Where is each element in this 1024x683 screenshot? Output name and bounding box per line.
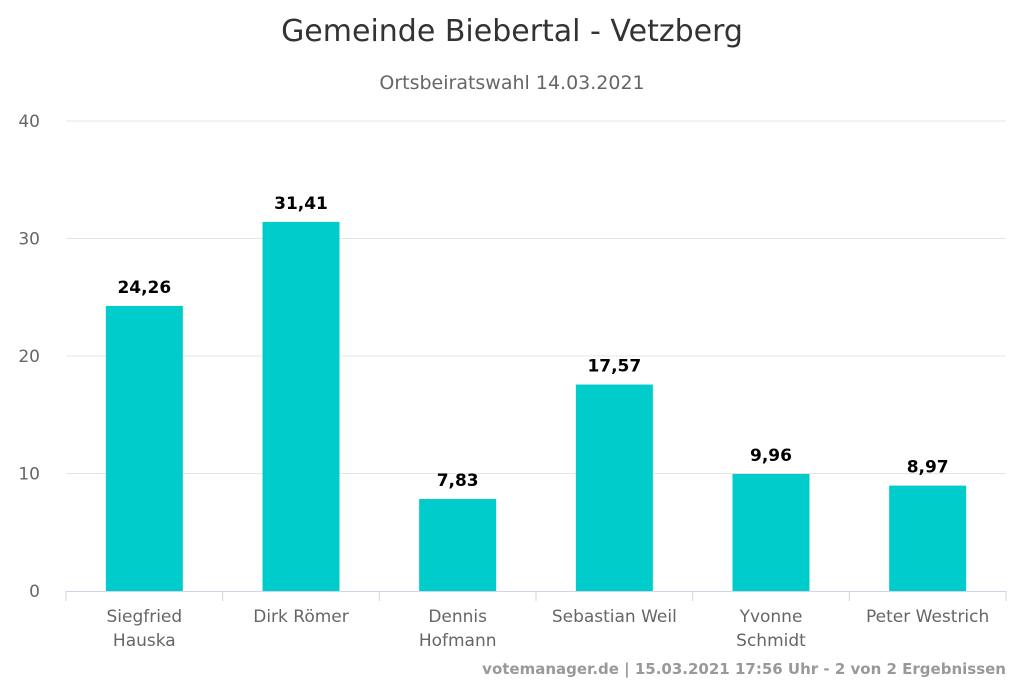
bar[interactable] (105, 305, 183, 591)
x-tick-label: Dirk Römer (253, 607, 349, 627)
bar[interactable] (262, 221, 340, 591)
y-tick-label: 0 (29, 582, 40, 602)
bar[interactable] (732, 473, 810, 591)
x-tick-label: Sebastian Weil (552, 607, 677, 627)
data-label: 17,57 (587, 357, 641, 377)
data-label: 31,41 (274, 194, 328, 214)
bar[interactable] (419, 498, 497, 591)
chart-subtitle: Ortsbeiratswahl 14.03.2021 (379, 72, 644, 94)
x-tick-label: Schmidt (736, 631, 806, 651)
bar[interactable] (575, 384, 653, 591)
y-tick-label: 10 (18, 465, 40, 485)
x-tick-label: Siegfried (106, 607, 182, 627)
bar[interactable] (889, 485, 967, 591)
data-label: 7,83 (437, 471, 479, 491)
gridlines (66, 120, 1006, 474)
data-label: 8,97 (907, 458, 949, 478)
data-labels: 24,26 31,41 7,83 17,57 9,96 8,97 (117, 194, 948, 491)
credits-text[interactable]: votemanager.de | 15.03.2021 17:56 Uhr - … (482, 660, 1006, 679)
x-tick-label: Dennis (428, 607, 487, 627)
bars (105, 221, 967, 591)
x-axis: Siegfried Hauska Dirk Römer Dennis Hofmann Se… (65, 591, 1007, 651)
x-tick-label: Yvonne (739, 607, 803, 627)
y-tick-label: 40 (18, 112, 40, 132)
x-tick-label: Hofmann (419, 631, 497, 651)
x-tick-label: Hauska (113, 631, 176, 651)
y-tick-label: 20 (18, 347, 40, 367)
chart-title: Gemeinde Biebertal - Vetzberg (281, 14, 743, 49)
x-tick-label: Peter Westrich (866, 607, 989, 627)
y-axis-ticks: 0 10 20 30 40 (18, 112, 40, 602)
y-tick-label: 30 (18, 230, 40, 250)
data-label: 9,96 (750, 446, 792, 466)
data-label: 24,26 (117, 278, 171, 298)
